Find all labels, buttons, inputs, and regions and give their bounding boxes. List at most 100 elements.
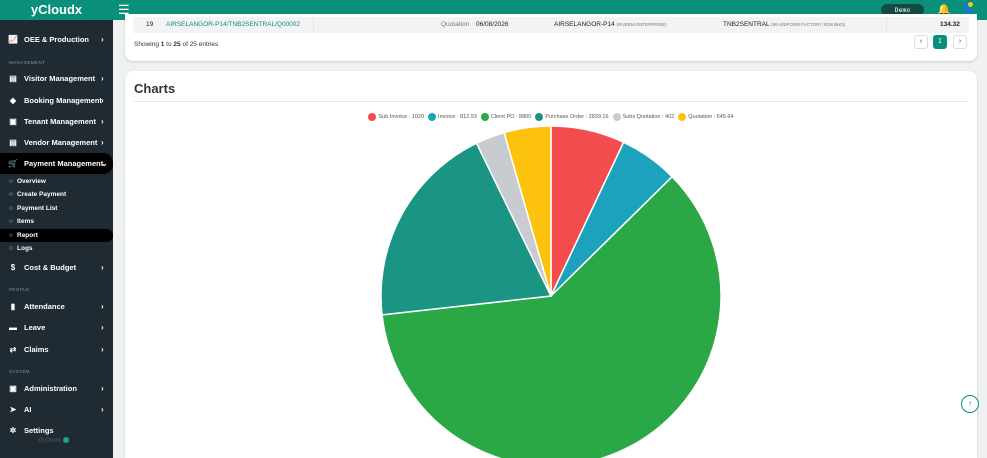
legend-item[interactable]: Sub Invoice : 1020 bbox=[368, 113, 424, 121]
sidebar-subitem-overview[interactable]: ○ Overview bbox=[0, 175, 113, 188]
chevron-right-icon: › bbox=[101, 138, 104, 147]
sidebar-item-payment[interactable]: 🛒 Payment Management ⌄ bbox=[0, 153, 113, 174]
legend-item[interactable]: Subs Quotation : 402 bbox=[612, 113, 675, 121]
table-row[interactable] bbox=[133, 17, 969, 33]
legend-item[interactable]: Purchase Order : 2839.16 bbox=[535, 113, 609, 121]
cart-icon: 🛒 bbox=[8, 159, 18, 168]
entries-info-middle: to bbox=[164, 41, 174, 48]
sidebar-item-label: Cost & Budget bbox=[24, 263, 77, 272]
sidebar-item-oee[interactable]: 📈 OEE & Production › bbox=[0, 29, 113, 50]
sidebar-item-administration[interactable]: ▣ Administration › bbox=[0, 378, 113, 399]
legend-item[interactable]: Client PO : 8800 bbox=[480, 113, 531, 121]
exchange-icon: ⇄ bbox=[9, 345, 17, 354]
row-from-company: (RUEENI ENTERPRISE) bbox=[616, 22, 667, 27]
chevron-right-icon: › bbox=[101, 96, 104, 105]
chevron-right-icon: › bbox=[101, 345, 104, 354]
sidebar-subitem-logs[interactable]: ○ Logs bbox=[0, 242, 113, 255]
briefcase-icon: ▬ bbox=[9, 323, 17, 332]
sidebar-item-settings[interactable]: ✲ Settings bbox=[0, 420, 113, 441]
legend-label: Purchase Order : 2839.16 bbox=[545, 114, 609, 120]
sidebar-item-visitor[interactable]: ▤ Visitor Management › bbox=[0, 68, 113, 89]
circle-icon: ○ bbox=[9, 205, 13, 212]
legend-item[interactable]: Quotation : 645.64 bbox=[678, 113, 734, 121]
pie-chart bbox=[380, 125, 722, 458]
legend-label: Sub Invoice : 1020 bbox=[378, 114, 425, 120]
pagination-page-button[interactable]: 1 bbox=[933, 35, 947, 49]
sidebar-item-label: Visitor Management bbox=[24, 74, 96, 83]
payments-table-card: 19 AIRSELANGOR-P14/TNB2SENTRAL/Q00002 Qu… bbox=[125, 14, 977, 61]
legend-label: Quotation : 645.64 bbox=[688, 114, 734, 120]
row-reference-link[interactable]: AIRSELANGOR-P14/TNB2SENTRAL/Q00002 bbox=[166, 21, 301, 28]
section-header-system: SYSTEM bbox=[9, 369, 30, 374]
clipboard-icon: ▮ bbox=[10, 302, 16, 311]
gear-icon: ✲ bbox=[9, 426, 17, 435]
sidebar-subitem-label: Logs bbox=[17, 245, 33, 252]
sidebar-subitem-label: Overview bbox=[17, 178, 46, 185]
sidebar-subitem-label: Payment List bbox=[17, 205, 58, 212]
chevron-right-icon: › bbox=[101, 263, 104, 272]
row-to-party: TNB2SENTRAL (99 UNIFORM FACTORY SDN BHD) bbox=[723, 18, 845, 32]
column-divider bbox=[886, 17, 887, 33]
sidebar-subitem-items[interactable]: ○ Items bbox=[0, 215, 113, 228]
sidebar-subitem-label: Create Payment bbox=[17, 191, 67, 198]
circle-icon: ○ bbox=[9, 232, 13, 239]
building-icon: ▣ bbox=[9, 117, 17, 126]
circle-icon: ○ bbox=[9, 178, 13, 185]
sidebar-item-ai[interactable]: ➤ AI › bbox=[0, 399, 113, 420]
pagination-next-button[interactable]: › bbox=[953, 35, 967, 49]
bell-icon[interactable]: 🔔 bbox=[937, 4, 951, 16]
circle-icon: ○ bbox=[9, 218, 13, 225]
vendor-card-icon: ▤ bbox=[9, 138, 17, 147]
sidebar-subitem-create-payment[interactable]: ○ Create Payment bbox=[0, 188, 113, 201]
pie-slice-quotation[interactable] bbox=[503, 125, 552, 297]
sidebar-item-label: Attendance bbox=[24, 302, 65, 311]
sidebar-item-cost[interactable]: $ Cost & Budget › bbox=[0, 257, 113, 278]
legend-swatch bbox=[678, 113, 687, 121]
pagination-prev-button[interactable]: ‹ bbox=[914, 35, 928, 49]
pie-slice-client-po[interactable] bbox=[381, 175, 722, 458]
circle-icon: ○ bbox=[9, 191, 13, 198]
sidebar-item-attendance[interactable]: ▮ Attendance › bbox=[0, 296, 113, 317]
notification-dot bbox=[968, 2, 973, 7]
sidebar-item-tenant[interactable]: ▣ Tenant Management › bbox=[0, 111, 113, 132]
legend-swatch bbox=[368, 113, 377, 121]
column-divider bbox=[313, 17, 314, 33]
section-header-people: PEOPLE bbox=[9, 287, 30, 292]
sidebar-item-label: Booking Management bbox=[24, 96, 102, 105]
legend-item[interactable]: Invoice : 812.93 bbox=[428, 113, 477, 121]
sidebar-item-vendor[interactable]: ▤ Vendor Management › bbox=[0, 132, 113, 153]
scroll-to-top-button[interactable]: ↑ bbox=[961, 395, 979, 413]
legend-label: Invoice : 812.93 bbox=[438, 114, 477, 120]
sidebar-subitem-report[interactable]: ○ Report bbox=[0, 229, 113, 242]
row-number: 19 bbox=[146, 21, 154, 28]
legend-label: Subs Quotation : 402 bbox=[622, 114, 675, 120]
legend-swatch bbox=[612, 113, 621, 121]
sidebar-item-label: Leave bbox=[24, 323, 46, 332]
dollar-icon: $ bbox=[10, 263, 16, 272]
charts-card: Charts Sub Invoice : 1020 Invoice : 812.9… bbox=[125, 71, 977, 458]
legend-swatch bbox=[535, 113, 544, 121]
row-amount: 134.32 bbox=[940, 21, 960, 28]
pie-slice-purchase-order[interactable] bbox=[380, 142, 553, 316]
sidebar-item-label: Settings bbox=[24, 426, 54, 435]
chevron-right-icon: › bbox=[101, 35, 104, 44]
user-avatar-icon[interactable]: 👤 bbox=[961, 4, 975, 16]
legend-swatch bbox=[480, 113, 489, 121]
brand-logo[interactable]: yCloudx bbox=[30, 2, 83, 17]
row-to-name: TNB2SENTRAL bbox=[723, 21, 770, 28]
menu-toggle-icon[interactable]: ☰ bbox=[118, 2, 130, 17]
sidebar-item-label: Claims bbox=[24, 345, 49, 354]
entries-info-prefix: Showing bbox=[134, 41, 161, 48]
sidebar-item-claims[interactable]: ⇄ Claims › bbox=[0, 339, 113, 360]
sidebar-subitem-label: Items bbox=[17, 218, 34, 225]
sidebar-item-booking[interactable]: ◆ Booking Management › bbox=[0, 90, 113, 111]
send-icon: ➤ bbox=[9, 405, 17, 414]
entries-info-suffix: of 25 entries bbox=[180, 41, 219, 48]
sidebar-item-label: Administration bbox=[24, 384, 77, 393]
admin-icon: ▣ bbox=[9, 384, 17, 393]
sidebar-item-label: OEE & Production bbox=[24, 35, 90, 44]
sidebar-subitem-payment-list[interactable]: ○ Payment List bbox=[0, 202, 113, 215]
sidebar-item-leave[interactable]: ▬ Leave › bbox=[0, 317, 113, 338]
chevron-right-icon: › bbox=[101, 302, 104, 311]
divider bbox=[134, 101, 968, 102]
